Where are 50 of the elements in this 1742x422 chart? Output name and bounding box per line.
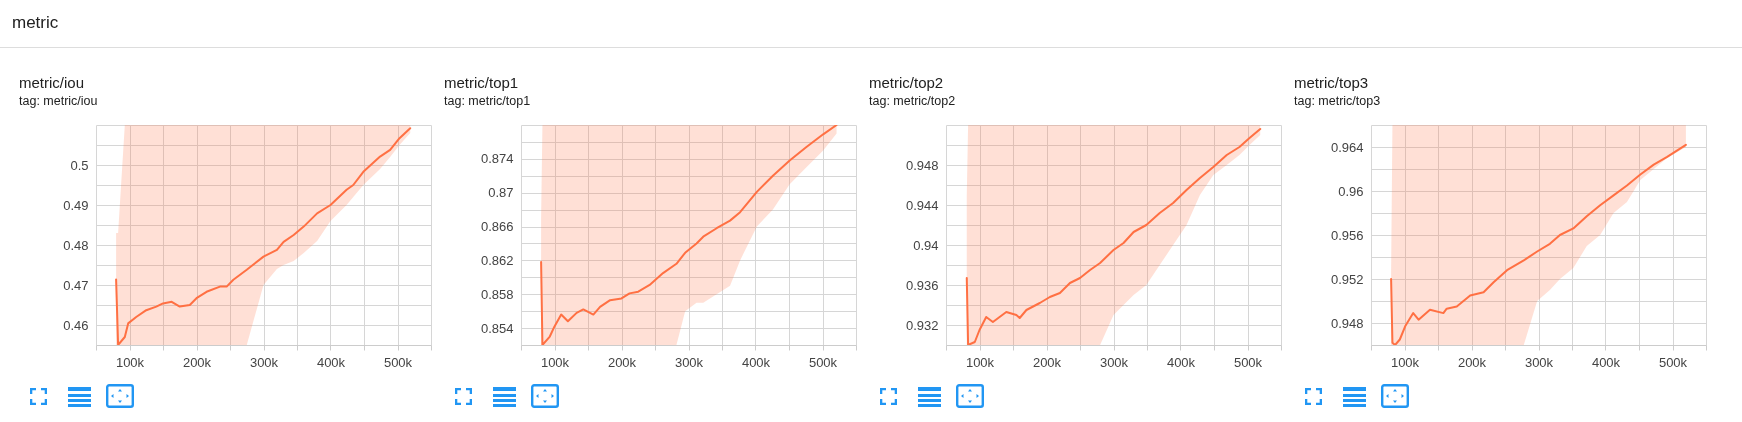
y-tick-label: 0.948 (1330, 315, 1364, 331)
x-tick-label: 400k (741, 354, 771, 370)
x-tick-label: 500k (1658, 354, 1688, 370)
chart-title: metric/top1 (444, 74, 519, 91)
y-tick-label: 0.47 (63, 277, 89, 293)
y-tick-label: 0.932 (905, 317, 939, 333)
x-tick-label: 500k (383, 354, 413, 370)
chart-title: metric/iou (19, 74, 85, 91)
y-tick-label: 0.948 (905, 157, 939, 173)
chart-title: metric/top3 (1294, 74, 1369, 91)
y-tick-label: 0.94 (913, 237, 939, 253)
x-tick-label: 300k (1524, 354, 1554, 370)
x-tick-label: 200k (607, 354, 637, 370)
y-tick-label: 0.956 (1330, 227, 1364, 243)
y-tick-label: 0.944 (905, 197, 939, 213)
y-tick-label: 0.46 (63, 317, 89, 333)
y-tick-label: 0.87 (488, 185, 514, 201)
y-tick-label: 0.96 (1338, 183, 1364, 199)
x-tick-label: 200k (1032, 354, 1062, 370)
y-tick-label: 0.854 (480, 320, 514, 336)
chart-subtitle: tag: metric/top3 (1294, 94, 1381, 108)
y-tick-label: 0.866 (480, 219, 514, 235)
y-tick-label: 0.874 (480, 151, 514, 167)
x-tick-label: 100k (540, 354, 570, 370)
x-tick-label: 300k (249, 354, 279, 370)
chart-title: metric/top2 (869, 74, 944, 91)
x-tick-label: 400k (1591, 354, 1621, 370)
text: metric (12, 13, 59, 33)
x-tick-label: 200k (1457, 354, 1487, 370)
x-tick-label: 100k (1390, 354, 1420, 370)
chart-subtitle: tag: metric/top1 (444, 94, 531, 108)
y-tick-label: 0.936 (905, 277, 939, 293)
y-tick-label: 0.862 (480, 252, 514, 268)
x-tick-label: 400k (1166, 354, 1196, 370)
x-tick-label: 500k (1233, 354, 1263, 370)
x-tick-label: 300k (674, 354, 704, 370)
y-tick-label: 0.5 (70, 157, 89, 173)
x-tick-label: 100k (115, 354, 145, 370)
x-tick-label: 400k (316, 354, 346, 370)
y-tick-label: 0.48 (63, 237, 89, 253)
x-tick-label: 300k (1099, 354, 1129, 370)
chart-subtitle: tag: metric/iou (19, 94, 98, 108)
x-tick-label: 100k (965, 354, 995, 370)
chart-subtitle: tag: metric/top2 (869, 94, 956, 108)
x-tick-label: 500k (808, 354, 838, 370)
y-tick-label: 0.858 (480, 286, 514, 302)
x-tick-label: 200k (182, 354, 212, 370)
y-tick-label: 0.964 (1330, 139, 1364, 155)
y-tick-label: 0.952 (1330, 271, 1364, 287)
y-tick-label: 0.49 (63, 197, 89, 213)
